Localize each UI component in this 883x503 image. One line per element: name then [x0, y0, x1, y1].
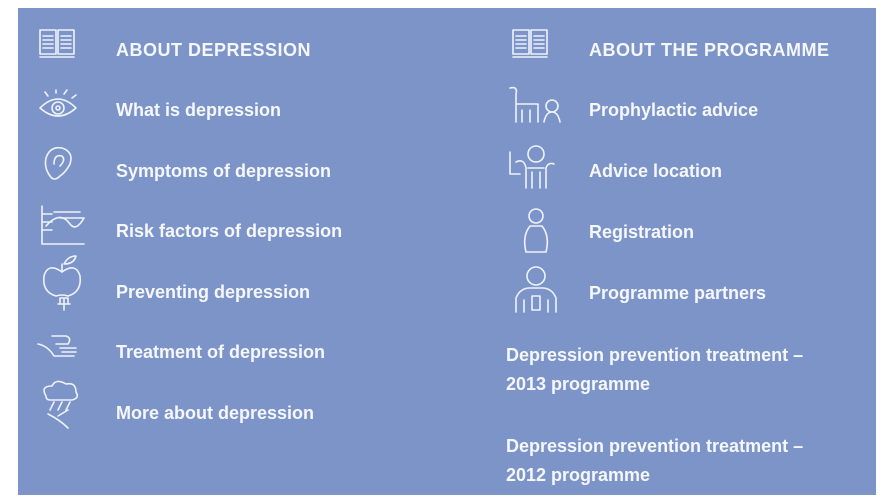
partners-icon [515, 266, 557, 313]
advisor-icon [509, 86, 561, 123]
chart-icon [41, 205, 85, 245]
book-icon [39, 29, 75, 58]
menu-link[interactable]: Preventing depression [116, 281, 311, 302]
section-heading: ABOUT DEPRESSION [116, 40, 312, 60]
hands-icon [37, 335, 77, 357]
menu-link[interactable]: More about depression [116, 403, 315, 423]
menu-link[interactable]: Registration [589, 222, 695, 242]
menu-link[interactable]: Treatment of depression [116, 342, 326, 363]
menu-link[interactable]: Symptoms of depression [116, 160, 332, 181]
location-icon [509, 145, 555, 189]
icons [37, 29, 561, 429]
menu-panel: ABOUT DEPRESSION ABOUT THE PROGRAMME Wha… [18, 8, 876, 495]
ear-icon [44, 146, 72, 180]
section-heading: ABOUT THE PROGRAMME [589, 40, 830, 60]
book-icon [512, 29, 548, 58]
storm-icon [43, 380, 79, 429]
menu-link[interactable]: Depression prevention treatment – [506, 436, 804, 456]
menu-link[interactable]: 2012 programme [506, 465, 651, 485]
menu-link[interactable]: Risk factors of depression [116, 221, 343, 242]
person-icon [523, 208, 549, 253]
menu-link[interactable]: Depression prevention treatment – [506, 345, 804, 365]
apple-icon [42, 255, 82, 311]
menu-link[interactable]: 2013 programme [506, 374, 651, 394]
menu-link[interactable]: Advice location [589, 161, 723, 181]
eye-icon [39, 89, 77, 117]
menu-link[interactable]: What is depression [116, 100, 282, 120]
menu-link[interactable]: Programme partners [589, 283, 767, 303]
menu-link[interactable]: Prophylactic advice [589, 100, 759, 120]
